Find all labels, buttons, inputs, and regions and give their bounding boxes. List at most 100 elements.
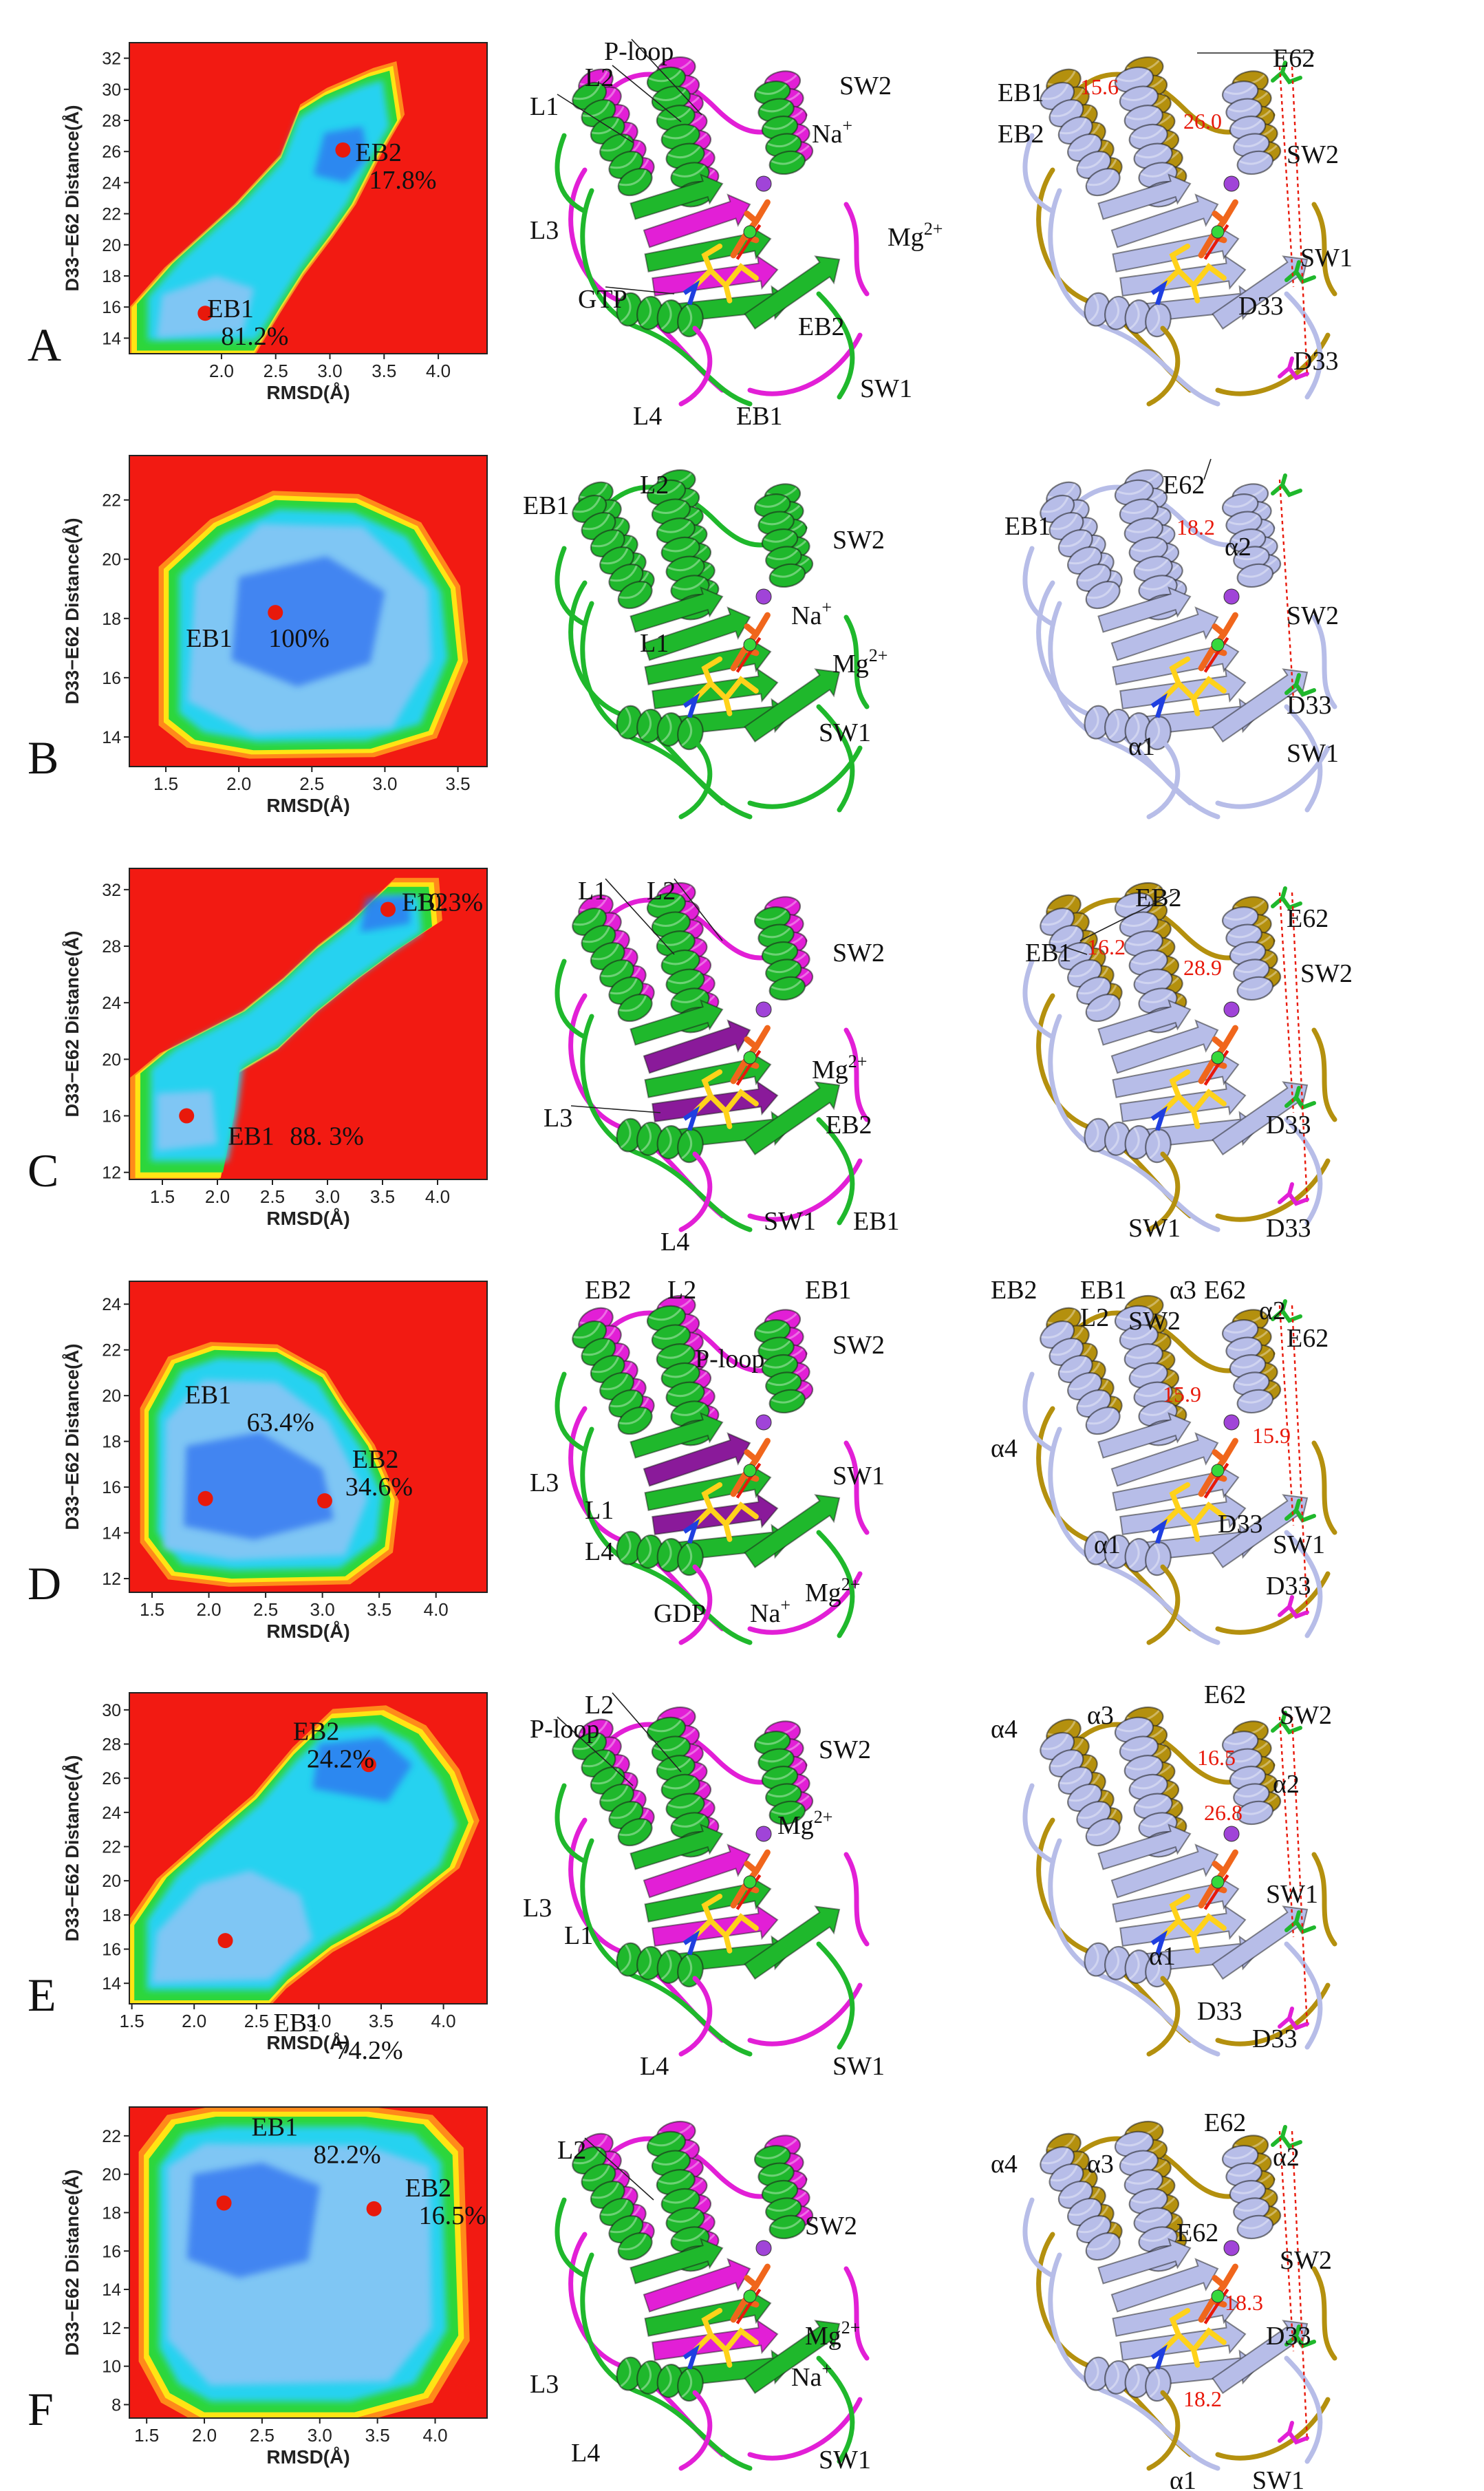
y-tick-label: 16 — [102, 1478, 121, 1497]
x-tick-label: 2.0 — [182, 2011, 206, 2031]
loop-coil — [555, 959, 588, 1040]
x-tick-label: 2.5 — [260, 1186, 285, 1207]
structure-label: EB2 — [991, 1276, 1037, 1305]
basin-name-label: EB1 — [185, 1381, 232, 1410]
distance-dashed-line — [1291, 2130, 1309, 2441]
structure-label: α1 — [1149, 1942, 1176, 1971]
structure-label: L1 — [640, 629, 669, 658]
metal-ion — [1211, 638, 1225, 652]
basin-marker — [197, 306, 213, 321]
structure-label-text: L2 — [557, 2136, 586, 2165]
structure-label-text: L1 — [530, 92, 559, 121]
pmf-heatmap: 2.0 2.5 3.0 3.5 4.0 14 16 18 20 22 24 26 28 30 32 RMSD(… — [61, 42, 488, 403]
structure-label: SW2 — [1287, 140, 1339, 169]
structure-label: α4 — [991, 2150, 1018, 2179]
beta-strand — [644, 1463, 772, 1511]
x-tick-label: 3.0 — [317, 361, 342, 381]
protein-cartoon — [555, 2120, 870, 2471]
loop-coil — [816, 2355, 855, 2464]
helix-ribbon — [616, 1942, 704, 1988]
charge-superscript: 2+ — [814, 1807, 833, 1827]
y-tick-label: 18 — [102, 610, 121, 629]
metal-ion — [743, 1875, 757, 1889]
loop-coil — [1311, 1027, 1337, 1122]
loop-coil — [1146, 1151, 1181, 1232]
structure-label: α1 — [1094, 1530, 1121, 1559]
structure-label: L3 — [544, 1104, 572, 1133]
y-tick-label: 18 — [102, 2203, 121, 2223]
residue-sidechain — [1284, 2324, 1316, 2349]
protein-cartoon — [555, 881, 870, 1232]
structure-label: SW1 — [819, 718, 871, 747]
basin-name-label: EB1 — [207, 295, 254, 323]
x-tick-label: 3.5 — [445, 773, 470, 794]
label-leader-line — [557, 94, 634, 143]
structure-label: SW2 — [839, 72, 892, 100]
y-tick-label: 20 — [102, 550, 121, 570]
structure-label: EB1 — [1004, 512, 1051, 541]
loop-coil — [816, 1530, 855, 1638]
y-tick-label: 22 — [102, 491, 121, 511]
loop-coil — [1284, 704, 1323, 813]
loop-coil — [843, 2266, 870, 2361]
structure-label: D33 — [1197, 1997, 1242, 2026]
helix-ribbon — [753, 1731, 806, 1826]
structure-label: L1 — [578, 877, 607, 906]
structure-label: SW1 — [1252, 2466, 1304, 2489]
beta-strand — [1110, 2258, 1219, 2313]
beta-strand — [644, 1050, 772, 1098]
distance-value-label: 18.2 — [1183, 2386, 1222, 2411]
structure-label: GDP — [654, 1599, 706, 1628]
beta-strand — [1097, 1412, 1192, 1459]
label-leader-line — [674, 878, 723, 941]
structure-label-text: Na — [750, 1599, 780, 1628]
loop-coil — [843, 1852, 870, 1947]
structure-label-text: P-loop — [530, 1715, 599, 1744]
basin-population-label: 24.2% — [307, 1744, 374, 1773]
structure-label-text: L4 — [660, 1228, 689, 1250]
structure-label-text: Mg — [805, 2322, 841, 2351]
loop-coil — [678, 1976, 713, 2057]
structure-label: EB2 — [585, 1276, 632, 1305]
beta-strand — [1110, 1843, 1219, 1899]
energy-basin-core — [186, 2162, 320, 2278]
basin-marker — [316, 1493, 332, 1509]
helix-ribbon — [1114, 1716, 1183, 1858]
y-tick-label: 32 — [102, 881, 121, 900]
metal-ion — [1223, 1826, 1240, 1842]
structure-label: P-loop — [695, 1345, 764, 1373]
beta-strand — [1112, 1874, 1240, 1923]
metal-ion — [743, 1051, 757, 1065]
residue-sidechain — [1271, 1299, 1302, 1323]
y-tick-label: 14 — [102, 728, 121, 747]
structure-label-text: L1 — [564, 1921, 593, 1950]
label-leader-line — [584, 2137, 654, 2201]
y-tick-label: 20 — [102, 236, 121, 255]
energy-basin-core — [184, 1432, 334, 1540]
helix-ribbon — [1040, 81, 1121, 197]
label-leader-line — [1066, 947, 1088, 955]
loop-coil — [580, 1838, 753, 2057]
metal-ion — [755, 2240, 772, 2256]
y-tick-label: 22 — [102, 1341, 121, 1360]
residue-sidechain — [1278, 1182, 1309, 1206]
x-tick-label: 2.5 — [264, 361, 288, 381]
heatmap-plot-area — [129, 2107, 487, 2418]
panel-letter: E — [28, 1969, 56, 2021]
structure-label-text: L3 — [523, 1894, 552, 1923]
beta-strand — [1097, 173, 1192, 220]
basin-population-label: 10.3% — [416, 888, 483, 917]
loop-coil — [747, 745, 863, 809]
beta-strand — [744, 255, 841, 330]
protein-cartoon — [1022, 1294, 1337, 1645]
metal-ion — [1211, 1051, 1225, 1065]
structure-label-text: L2 — [640, 471, 669, 500]
structure-label: EB1 — [853, 1207, 900, 1236]
helix-ribbon — [753, 2145, 806, 2240]
y-tick-label: 14 — [102, 2280, 121, 2300]
loop-coil — [678, 1564, 713, 1645]
structure-label-text: SW1 — [832, 1462, 885, 1490]
loop-coil — [580, 2252, 753, 2471]
structure-label-text: GTP — [578, 285, 627, 314]
